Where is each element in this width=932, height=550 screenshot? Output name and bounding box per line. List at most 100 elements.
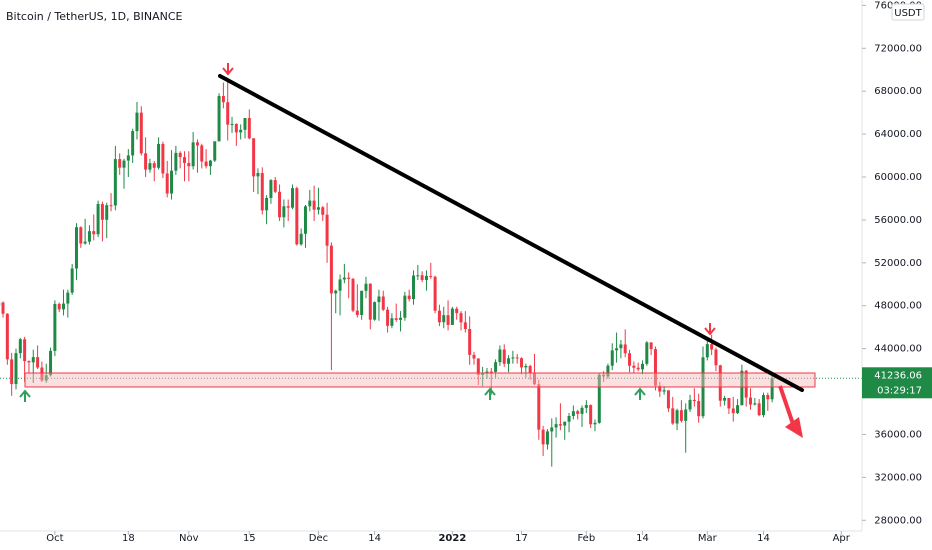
x-tick-label: Oct bbox=[46, 533, 63, 544]
candle-body bbox=[463, 322, 467, 330]
candle-body bbox=[18, 339, 22, 354]
candle-body bbox=[252, 138, 256, 177]
candle-body bbox=[221, 96, 225, 103]
candle-body bbox=[520, 358, 524, 368]
plot-area bbox=[0, 80, 862, 467]
candle-body bbox=[10, 359, 14, 385]
candle-body bbox=[602, 374, 606, 377]
x-tick-label: Mar bbox=[698, 533, 718, 544]
candle-body bbox=[580, 407, 584, 414]
candle-body bbox=[230, 123, 234, 125]
candle-body bbox=[420, 275, 424, 280]
candle-body bbox=[615, 348, 619, 351]
candle-body bbox=[217, 96, 221, 142]
candle-body bbox=[641, 363, 645, 370]
candle-body bbox=[295, 188, 299, 245]
candle-body bbox=[636, 367, 640, 370]
candle-body bbox=[550, 427, 554, 432]
candle-body bbox=[31, 357, 35, 363]
candle-body bbox=[200, 145, 204, 162]
candle-body bbox=[770, 378, 774, 400]
candle-body bbox=[239, 129, 243, 133]
candle-body bbox=[234, 123, 238, 133]
candle-body bbox=[321, 207, 325, 215]
candle-body bbox=[705, 344, 709, 358]
up-arrow bbox=[19, 389, 31, 402]
candle-body bbox=[437, 310, 441, 323]
candle-body bbox=[139, 112, 143, 154]
candle-body bbox=[44, 375, 48, 381]
candle-body bbox=[161, 143, 165, 174]
candle-body bbox=[170, 170, 174, 194]
candle-body bbox=[723, 397, 727, 401]
candle-body bbox=[710, 344, 714, 350]
candle-body bbox=[558, 424, 562, 426]
down-arrow bbox=[704, 323, 716, 336]
candle-body bbox=[351, 278, 355, 311]
candle-body bbox=[628, 353, 632, 366]
candle-body bbox=[355, 310, 359, 315]
candle-body bbox=[269, 180, 273, 198]
candle-body bbox=[381, 296, 385, 310]
candle-body bbox=[178, 152, 182, 158]
candle-body bbox=[459, 313, 463, 323]
candle-body bbox=[291, 188, 295, 208]
candle-body bbox=[766, 395, 770, 400]
candle-body bbox=[226, 102, 230, 125]
candle-body bbox=[597, 374, 601, 423]
y-tick-label: 28000.00 bbox=[874, 515, 922, 526]
candle-body bbox=[576, 411, 580, 414]
candle-body bbox=[502, 349, 506, 364]
candle-body bbox=[753, 403, 757, 405]
candle-body bbox=[243, 118, 247, 130]
candle-body bbox=[126, 155, 130, 161]
candle-body bbox=[649, 342, 653, 350]
candle-body bbox=[450, 308, 454, 325]
candle-body bbox=[563, 421, 567, 426]
candle-body bbox=[446, 315, 450, 325]
forecast-arrow bbox=[778, 385, 795, 425]
candle-body bbox=[100, 204, 104, 220]
candle-body bbox=[360, 290, 364, 315]
candle-body bbox=[57, 303, 61, 310]
candle-body bbox=[286, 206, 290, 208]
y-tick-label: 64000.00 bbox=[874, 129, 922, 140]
candle-body bbox=[571, 411, 575, 417]
candle-body bbox=[62, 303, 66, 310]
candle-body bbox=[593, 422, 597, 425]
candle-body bbox=[182, 157, 186, 164]
axes: 28000.0032000.0036000.0040000.0044000.00… bbox=[46, 0, 932, 544]
annotations bbox=[19, 63, 816, 438]
candle-body bbox=[174, 152, 178, 171]
candle-body bbox=[282, 206, 286, 218]
up-arrow bbox=[634, 387, 646, 400]
candle-body bbox=[74, 227, 78, 269]
candle-body bbox=[390, 318, 394, 326]
candle-body bbox=[740, 370, 744, 406]
candle-body bbox=[442, 315, 446, 323]
candle-body bbox=[83, 241, 87, 244]
last-price-box bbox=[862, 367, 932, 399]
candle-body bbox=[671, 408, 675, 424]
candle-body bbox=[325, 214, 329, 246]
candle-body bbox=[377, 296, 381, 303]
candle-body bbox=[761, 395, 765, 416]
y-tick-label: 52000.00 bbox=[874, 258, 922, 269]
x-tick-label: 14 bbox=[368, 533, 381, 544]
candle-body bbox=[692, 399, 696, 402]
candle-body bbox=[399, 317, 403, 320]
candle-body bbox=[537, 384, 541, 430]
candle-body bbox=[308, 200, 312, 207]
candle-body bbox=[662, 390, 666, 392]
currency-badge[interactable] bbox=[891, 3, 925, 21]
currency-label: USDT bbox=[894, 8, 922, 19]
candle-body bbox=[424, 275, 428, 280]
candle-body bbox=[632, 365, 636, 368]
candle-body bbox=[208, 160, 212, 167]
candle-body bbox=[135, 112, 139, 132]
candle-body bbox=[40, 367, 44, 381]
candle-body bbox=[481, 373, 485, 375]
x-tick-label: 14 bbox=[757, 533, 770, 544]
candle-body bbox=[1, 302, 5, 314]
